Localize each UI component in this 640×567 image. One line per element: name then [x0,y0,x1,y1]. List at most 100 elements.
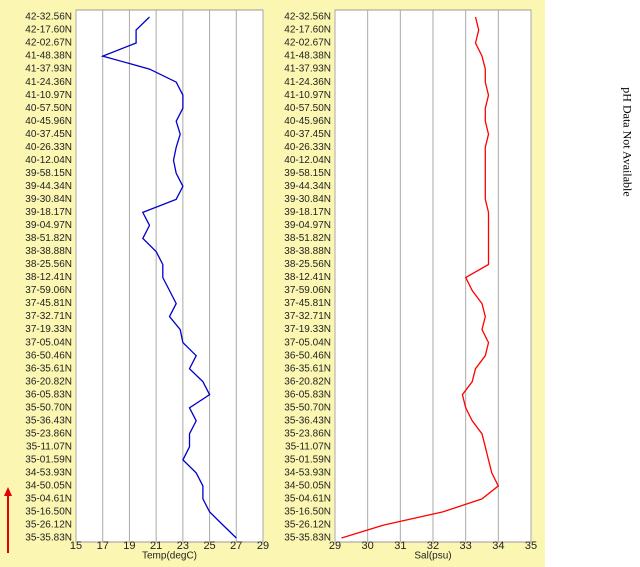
y-tick-label: 40-12.04N [25,155,72,166]
y-tick-label: 36-50.46N [25,350,72,361]
y-tick-label: 41-10.97N [284,90,331,101]
x-tick-label: 23 [177,540,189,552]
y-tick-label: 40-57.50N [284,103,331,114]
y-tick-label: 35-01.59N [284,454,331,465]
y-tick-label: 39-44.34N [284,181,331,192]
y-tick-label: 39-30.84N [25,194,72,205]
y-tick-label: 35-35.83N [25,533,72,544]
side-note: pH Data Not Available [620,87,634,196]
y-tick-label: 34-53.93N [25,468,72,479]
y-tick-label: 35-23.86N [284,428,331,439]
y-tick-label: 35-01.59N [25,454,72,465]
y-tick-label: 35-50.70N [25,402,72,413]
y-tick-label: 39-18.17N [25,207,72,218]
y-tick-label: 41-37.93N [25,64,72,75]
y-tick-label: 36-05.83N [25,389,72,400]
data-line [100,16,237,539]
y-tick-label: 40-12.04N [284,155,331,166]
y-tick-label: 41-24.36N [284,77,331,88]
y-tick-label: 36-05.83N [284,389,331,400]
y-tick-label: 42-02.67N [25,38,72,49]
y-tick-label: 35-26.12N [284,520,331,531]
y-tick-label: 35-11.07N [285,441,331,452]
y-tick-label: 37-45.81N [284,298,331,309]
x-tick-label: 31 [394,540,406,552]
y-tick-label: 36-20.82N [25,376,72,387]
y-tick-label: 34-50.05N [25,481,72,492]
y-tick-label: 42-32.56N [284,12,331,23]
y-tick-label: 40-26.33N [284,142,331,153]
y-tick-label: 37-05.04N [25,337,72,348]
y-tick-label: 40-37.45N [25,129,72,140]
y-tick-label: 42-17.60N [284,25,331,36]
y-tick-label: 42-02.67N [284,38,331,49]
y-tick-label: 42-17.60N [25,25,72,36]
y-tick-label: 39-18.17N [284,207,331,218]
y-tick-label: 37-32.71N [25,311,72,322]
x-tick-label: 15 [70,540,82,552]
x-tick-label: 33 [460,540,472,552]
y-tick-label: 41-48.38N [25,51,72,62]
y-tick-label: 35-16.50N [284,507,331,518]
y-tick-label: 35-04.61N [284,494,331,505]
x-tick-label: 32 [427,540,439,552]
y-tick-label: 35-35.83N [284,533,331,544]
y-tick-label: 35-26.12N [25,520,72,531]
y-tick-label: 39-04.97N [25,220,72,231]
y-tick-label: 36-50.46N [284,350,331,361]
y-tick-label: 36-35.61N [25,363,72,374]
x-tick-label: 27 [230,540,242,552]
y-tick-label: 37-59.06N [25,285,72,296]
y-tick-label: 36-35.61N [284,363,331,374]
y-tick-label: 37-59.06N [284,285,331,296]
y-tick-label: 35-36.43N [284,415,331,426]
y-tick-label: 35-23.86N [25,428,72,439]
y-tick-label: 41-10.97N [25,90,72,101]
x-tick-label: 19 [123,540,135,552]
data-line [341,16,500,539]
y-tick-label: 38-51.82N [284,233,331,244]
y-tick-label: 34-53.93N [284,468,331,479]
y-tick-label: 40-57.50N [25,103,72,114]
x-tick-label: 21 [150,540,162,552]
y-tick-label: 38-51.82N [25,233,72,244]
y-tick-label: 37-32.71N [284,311,331,322]
x-tick-label: 35 [525,540,537,552]
y-tick-label: 39-44.34N [25,181,72,192]
y-tick-label: 36-20.82N [284,376,331,387]
x-tick-label: 30 [362,540,374,552]
y-tick-label: 42-32.56N [25,12,72,23]
y-tick-label: 41-24.36N [25,77,72,88]
y-tick-label: 37-19.33N [25,324,72,335]
x-tick-label: 34 [492,540,504,552]
x-tick-label: 29 [329,540,341,552]
y-tick-label: 37-45.81N [25,298,72,309]
y-tick-label: 37-19.33N [284,324,331,335]
y-tick-label: 39-58.15N [284,168,331,179]
y-tick-label: 35-36.43N [25,415,72,426]
y-tick-label: 34-50.05N [284,481,331,492]
y-tick-label: 40-26.33N [25,142,72,153]
y-tick-label: 38-25.56N [284,259,331,270]
x-axis-label: Sal(psu) [414,551,451,562]
y-tick-label: 38-38.88N [284,246,331,257]
x-tick-label: 25 [203,540,215,552]
x-axis-label: Temp(degC) [142,551,197,562]
y-tick-label: 41-48.38N [284,51,331,62]
y-tick-label: 35-16.50N [25,507,72,518]
y-tick-label: 35-11.07N [26,441,72,452]
y-tick-label: 35-04.61N [25,494,72,505]
y-tick-label: 39-04.97N [284,220,331,231]
y-tick-label: 38-25.56N [25,259,72,270]
y-tick-label: 38-38.88N [25,246,72,257]
y-tick-label: 35-50.70N [284,402,331,413]
y-tick-label: 37-05.04N [284,337,331,348]
y-tick-label: 40-45.96N [25,116,72,127]
y-tick-label: 38-12.41N [284,272,331,283]
arrow-head [4,487,12,496]
y-tick-label: 41-37.93N [284,64,331,75]
y-tick-label: 38-12.41N [25,272,72,283]
y-tick-label: 40-45.96N [284,116,331,127]
y-tick-label: 40-37.45N [284,129,331,140]
